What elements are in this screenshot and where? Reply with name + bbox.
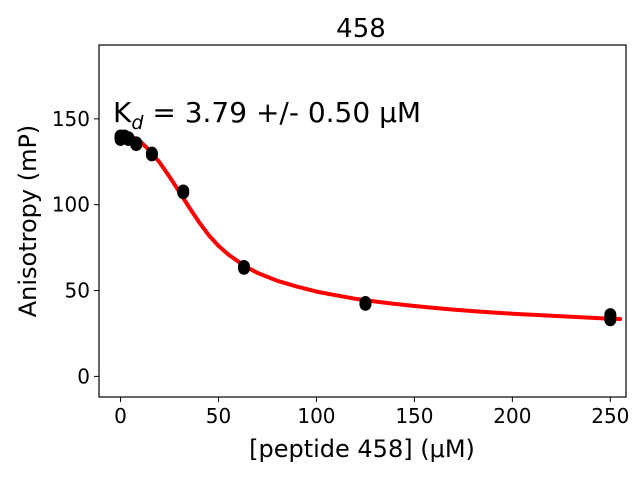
y-tick-label: 50: [65, 279, 90, 303]
x-tick-label: 200: [493, 404, 531, 428]
y-tick-label: 100: [52, 193, 90, 217]
y-axis-ticks: 0 50 100 150: [52, 107, 99, 388]
data-point: [237, 260, 250, 274]
fit-curve-line: [118, 131, 623, 321]
x-tick-label: 50: [206, 404, 231, 428]
data-point: [604, 308, 617, 322]
data-point: [145, 146, 158, 160]
data-point: [130, 136, 143, 150]
y-tick-label: 0: [77, 364, 90, 388]
x-tick-label: 0: [114, 404, 127, 428]
y-tick-label: 150: [52, 107, 90, 131]
data-point: [177, 184, 190, 198]
data-points: [114, 129, 617, 327]
kd-annotation-subscript: d: [131, 112, 144, 134]
kd-annotation-suffix: = 3.79 +/- 0.50 μM: [143, 96, 421, 129]
data-point: [359, 296, 372, 310]
plot-frame: [98, 44, 627, 398]
x-tick-label: 150: [395, 404, 433, 428]
chart-title: 458: [336, 14, 386, 44]
x-axis-label: [peptide 458] (μM): [249, 435, 475, 463]
kd-annotation: Kd = 3.79 +/- 0.50 μM: [113, 96, 421, 134]
kd-annotation-prefix: K: [113, 96, 132, 129]
x-axis-ticks: 0 50 100 150 200 250: [114, 397, 629, 428]
y-axis-label: Anisotropy (mP): [14, 125, 42, 318]
x-tick-label: 100: [297, 404, 335, 428]
x-tick-label: 250: [591, 404, 629, 428]
